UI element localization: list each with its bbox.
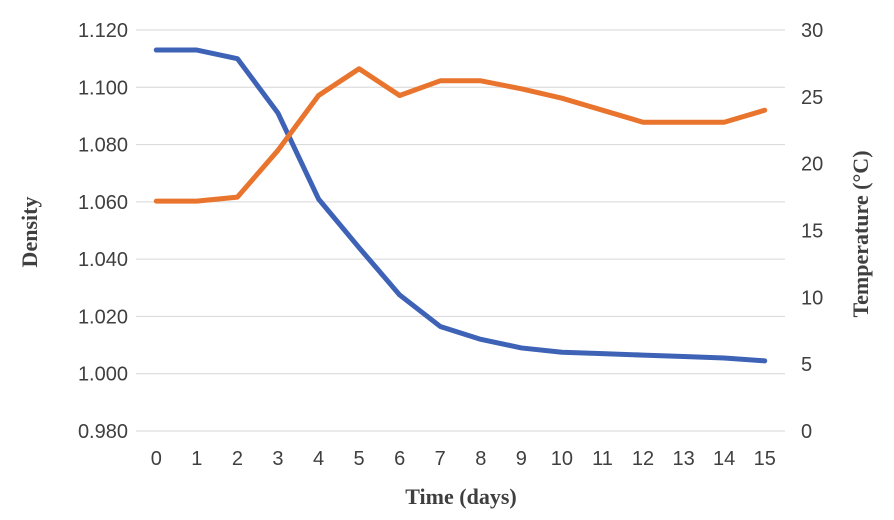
x-axis-tick: 11 [592, 448, 613, 470]
temperature-line [153, 66, 768, 204]
x-axis-tick: 2 [232, 448, 243, 470]
x-axis-tick: 1 [191, 448, 202, 470]
x-axis-tick: 5 [354, 448, 365, 470]
x-axis-tick: 10 [551, 448, 573, 470]
x-axis-tick: 8 [475, 448, 486, 470]
x-axis-tick: 15 [754, 448, 776, 470]
right-axis-tick: 30 [801, 20, 823, 42]
x-axis-tick: 12 [632, 448, 654, 470]
left-axis-title: Density [17, 196, 42, 268]
x-axis-tick: 4 [313, 448, 324, 470]
right-axis-title: Temperature (°C) [848, 150, 873, 318]
right-axis-tick: 20 [801, 154, 823, 176]
right-axis-tick: 25 [801, 87, 823, 109]
x-axis-tick: 0 [151, 448, 162, 470]
x-axis-tick: 7 [435, 448, 446, 470]
x-axis-tick: 14 [713, 448, 735, 470]
x-axis-tick: 6 [394, 448, 405, 470]
right-axis-tick: 5 [801, 354, 812, 376]
left-axis-tick: 1.080 [78, 135, 128, 157]
left-axis-tick: 1.120 [78, 20, 128, 42]
x-axis-tick: 9 [516, 448, 527, 470]
left-axis-tick: 0.980 [78, 421, 128, 443]
left-axis-tick: 1.040 [78, 249, 128, 271]
left-axis-tick: 1.000 [78, 364, 128, 386]
right-axis-tick: 10 [801, 287, 823, 309]
left-axis-tick: 1.060 [78, 192, 128, 214]
x-axis-title: Time (days) [405, 484, 517, 509]
x-axis-tick: 3 [272, 448, 283, 470]
right-axis-tick: 0 [801, 421, 812, 443]
left-axis-tick: 1.020 [78, 306, 128, 328]
density-line [153, 47, 768, 364]
right-axis-tick: 15 [801, 221, 823, 243]
x-axis-tick: 13 [672, 448, 694, 470]
left-axis-tick: 1.100 [78, 77, 128, 99]
